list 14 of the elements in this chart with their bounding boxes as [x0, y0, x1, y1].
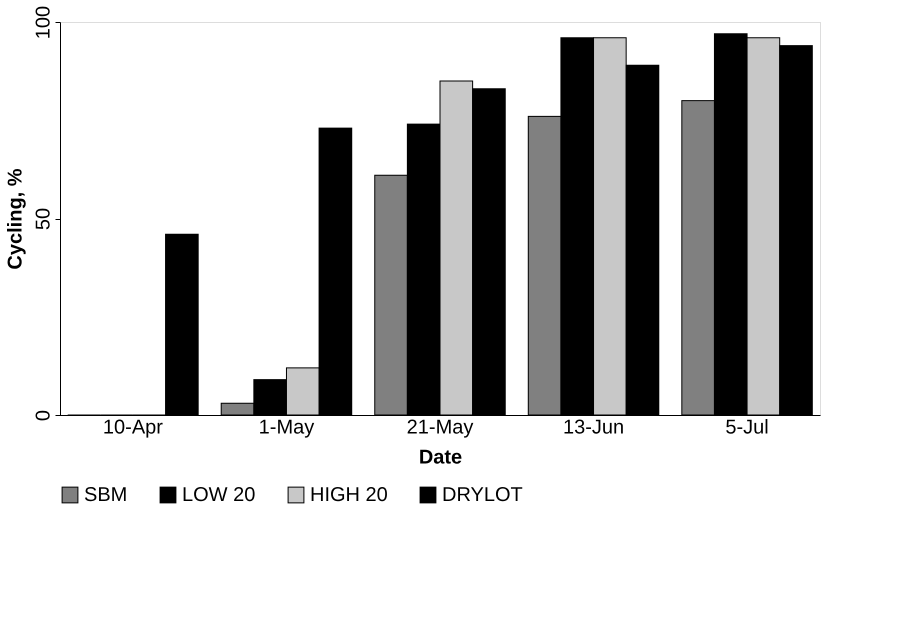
- legend-label: HIGH 20: [310, 484, 388, 506]
- y-tick-label: 50: [32, 208, 54, 230]
- y-tick-label: 100: [32, 6, 54, 40]
- legend-label: DRYLOT: [442, 484, 523, 506]
- x-axis-title: Date: [418, 446, 462, 468]
- legend-label: SBM: [84, 484, 128, 506]
- x-tick-label: 5-Jul: [725, 416, 769, 438]
- y-axis-title: Cycling, %: [4, 168, 26, 270]
- x-tick-label: 10-Apr: [102, 416, 164, 438]
- legend-label: LOW 20: [182, 484, 256, 506]
- x-tick-label: 21-May: [406, 416, 474, 438]
- x-tick-label: 13-Jun: [562, 416, 624, 438]
- y-tick-label: 0: [32, 410, 54, 422]
- x-tick-label: 1-May: [258, 416, 314, 438]
